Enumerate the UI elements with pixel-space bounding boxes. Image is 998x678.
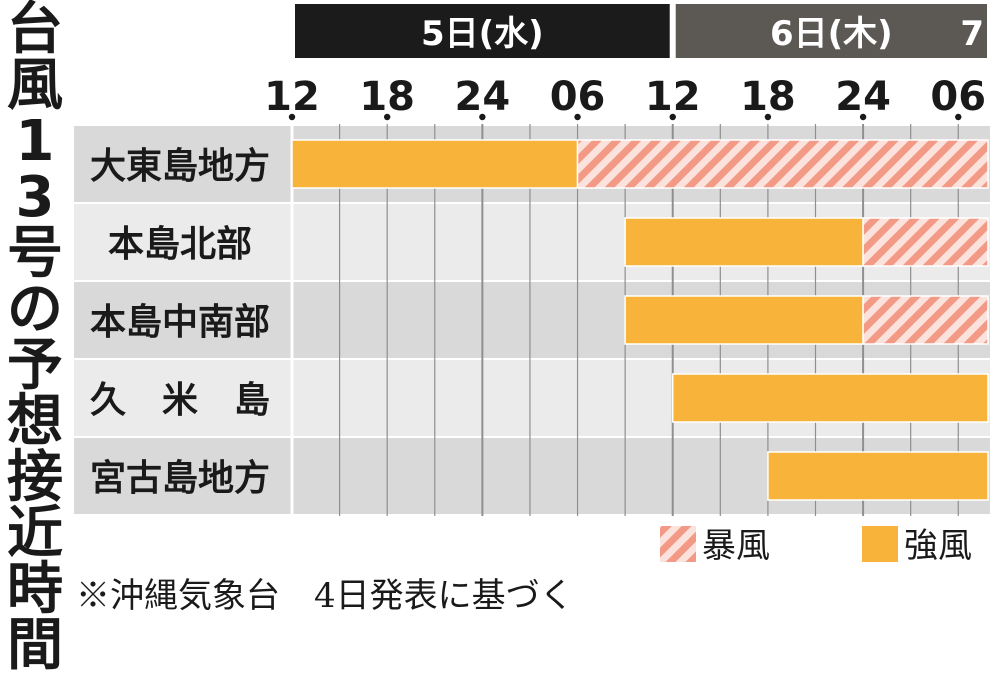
- legend-swatch-strong: [862, 526, 898, 562]
- strong-wind-bar: [624, 217, 864, 267]
- title-char: 風: [7, 53, 63, 118]
- x-tick-label: 06: [930, 74, 986, 120]
- x-tick-dot: [859, 113, 867, 121]
- title-char: の: [7, 277, 63, 342]
- x-tick-dot: [574, 113, 581, 121]
- legend: 暴風 強風: [660, 526, 972, 566]
- title-char: 号: [7, 221, 63, 286]
- x-tick-dot: [288, 113, 296, 121]
- x-tick-dot: [764, 113, 772, 121]
- storm-bar: [576, 139, 989, 189]
- bars: [291, 139, 989, 501]
- strong-wind-bar: [624, 295, 864, 345]
- title-char: 間: [7, 613, 63, 678]
- title-char: 接: [7, 445, 63, 510]
- day-header-label: 6日(木): [770, 14, 893, 54]
- x-tick-label: 24: [835, 74, 891, 120]
- row-label: 大東島地方: [90, 146, 270, 187]
- day-header-label: 7日(金): [960, 14, 998, 54]
- chart: 5日(水) 6日(木) 7日(金) 12 18 24 06 12 18 24 06 大東島地方本島…: [74, 4, 998, 566]
- title-char: 予: [7, 333, 63, 398]
- title-char: 近: [7, 501, 63, 566]
- legend-swatch-storm: [660, 526, 696, 562]
- title-char: 3: [15, 165, 55, 230]
- strong-wind-bar: [767, 451, 989, 501]
- title-char: 想: [7, 389, 63, 454]
- x-tick-label: 12: [645, 74, 701, 120]
- x-tick-label: 18: [740, 74, 796, 120]
- row-label: 本島北部: [108, 224, 252, 265]
- x-tick-dot: [669, 113, 676, 121]
- tick-dots: [288, 113, 962, 121]
- x-tick-label: 12: [264, 74, 320, 120]
- row-label: 宮古島地方: [90, 458, 270, 499]
- storm-bar: [862, 217, 989, 267]
- x-tick-dot: [479, 113, 486, 121]
- strong-wind-bar: [671, 373, 989, 423]
- legend-label: 強風: [904, 526, 972, 566]
- day-headers: 5日(水) 6日(木) 7日(金): [295, 4, 998, 58]
- x-tick-dot: [955, 113, 962, 121]
- title-char: 1: [15, 109, 55, 174]
- legend-label: 暴風: [702, 526, 770, 566]
- x-tick-label: 18: [359, 74, 415, 120]
- day-header-bar: [675, 4, 987, 58]
- row-label: 本島中南部: [90, 302, 270, 343]
- x-tick-dot: [383, 113, 391, 121]
- title-char: 台: [7, 0, 63, 62]
- day-header-label: 5日(水): [421, 14, 544, 54]
- x-tick-label: 24: [455, 74, 511, 120]
- storm-bar: [862, 295, 989, 345]
- strong-wind-bar: [291, 139, 579, 189]
- x-axis-tick-labels: 12 18 24 06 12 18 24 06: [264, 74, 986, 120]
- day-header-bar: [295, 4, 670, 58]
- source-note: ※沖縄気象台 4日発表に基づく: [76, 576, 574, 616]
- x-tick-label: 06: [550, 74, 606, 120]
- title-char: 時: [7, 557, 63, 622]
- row-label: 久 米 島: [90, 380, 270, 421]
